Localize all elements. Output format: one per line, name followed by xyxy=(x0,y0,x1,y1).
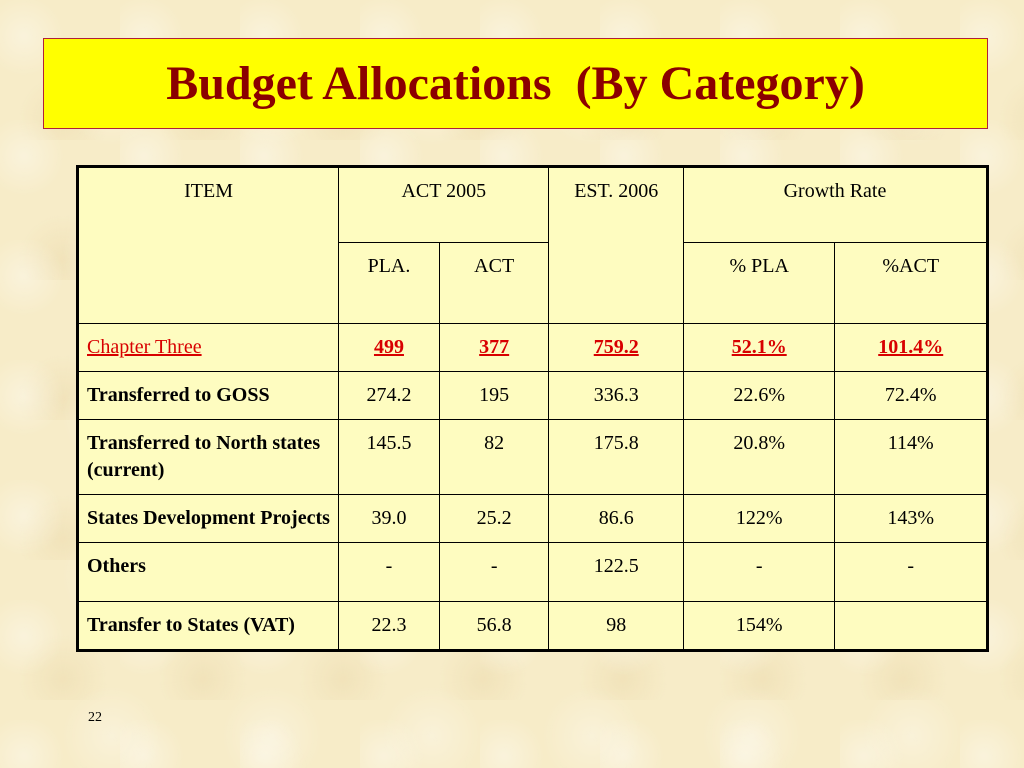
row-est: 98 xyxy=(548,601,684,651)
row-act: 25.2 xyxy=(438,494,550,543)
slide-title: Budget Allocations (By Category) xyxy=(166,57,865,110)
table-row: Transferred to GOSS 274.2 195 336.3 22.6… xyxy=(76,371,988,420)
row-pct-pla: 154% xyxy=(682,601,836,651)
row-est: 759.2 xyxy=(548,323,684,372)
row-pct-pla: 20.8% xyxy=(682,419,836,495)
header-pla: PLA. xyxy=(338,242,440,324)
header-growth-rate: Growth Rate xyxy=(682,166,989,243)
header-item: ITEM xyxy=(76,166,340,324)
table-row: Chapter Three 499 377 759.2 52.1% 101.4% xyxy=(76,323,988,372)
row-act: 82 xyxy=(438,419,550,495)
row-act: 195 xyxy=(438,371,550,420)
row-pla: 145.5 xyxy=(338,419,440,495)
header-act: ACT xyxy=(438,242,550,324)
row-pct-act xyxy=(834,601,988,651)
row-item: Transferred to North states (current) xyxy=(76,419,340,495)
header-row-top: ITEM ACT 2005 EST. 2006 Growth Rate xyxy=(76,166,989,324)
row-pct-act: 114% xyxy=(834,419,988,495)
row-pla: 22.3 xyxy=(338,601,440,651)
row-pct-pla: 22.6% xyxy=(682,371,836,420)
row-item: Others xyxy=(76,542,340,602)
header-pct-pla: % PLA xyxy=(682,242,836,324)
table-row: Others - - 122.5 - - xyxy=(76,542,988,602)
header-pct-act: %ACT xyxy=(834,242,988,324)
row-act: 377 xyxy=(438,323,550,372)
budget-table: ITEM ACT 2005 EST. 2006 Growth Rate PLA.… xyxy=(76,165,989,652)
row-est: 122.5 xyxy=(548,542,684,602)
row-pct-act: 72.4% xyxy=(834,371,988,420)
row-act: 56.8 xyxy=(438,601,550,651)
row-item: States Development Projects xyxy=(76,494,340,543)
table-row: Transferred to North states (current) 14… xyxy=(76,419,988,495)
row-pla: 499 xyxy=(338,323,440,372)
title-box: Budget Allocations (By Category) xyxy=(43,38,988,129)
table-row: States Development Projects 39.0 25.2 86… xyxy=(76,494,988,543)
table-row: Transfer to States (VAT) 22.3 56.8 98 15… xyxy=(76,601,988,651)
row-item: Transfer to States (VAT) xyxy=(76,601,340,651)
header-est-2006: EST. 2006 xyxy=(548,166,684,324)
row-item: Chapter Three xyxy=(76,323,340,372)
row-pla: 274.2 xyxy=(338,371,440,420)
header-row-sub: PLA. ACT % PLA %ACT xyxy=(78,242,988,324)
row-pct-act: 143% xyxy=(834,494,988,543)
row-pct-pla: 52.1% xyxy=(682,323,836,372)
row-item: Transferred to GOSS xyxy=(76,371,340,420)
row-pct-act: 101.4% xyxy=(834,323,988,372)
row-pct-pla: - xyxy=(682,542,836,602)
row-est: 86.6 xyxy=(548,494,684,543)
row-pct-pla: 122% xyxy=(682,494,836,543)
row-act: - xyxy=(438,542,550,602)
row-pla: - xyxy=(338,542,440,602)
page-number: 22 xyxy=(88,710,102,725)
row-est: 175.8 xyxy=(548,419,684,495)
row-pla: 39.0 xyxy=(338,494,440,543)
header-act-2005: ACT 2005 xyxy=(338,166,550,243)
row-est: 336.3 xyxy=(548,371,684,420)
row-pct-act: - xyxy=(834,542,988,602)
